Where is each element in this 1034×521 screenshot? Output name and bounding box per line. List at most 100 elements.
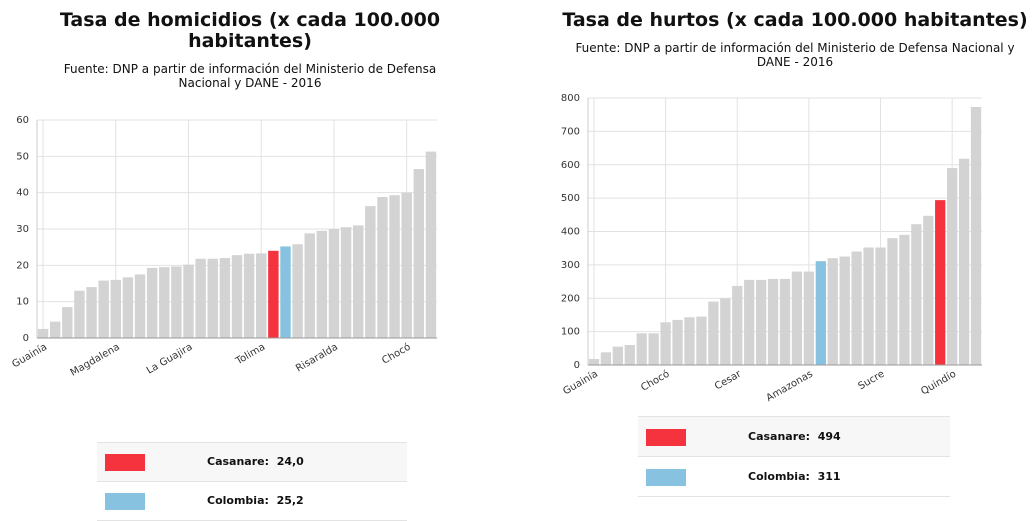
bar — [767, 278, 779, 365]
bar — [231, 255, 243, 338]
y-tick-label: 0 — [574, 360, 580, 371]
bar — [340, 227, 352, 338]
bar — [49, 321, 61, 338]
bar — [365, 206, 376, 338]
bar — [280, 246, 291, 338]
legend-row: Casanare: 494 — [638, 417, 950, 457]
chart-subtitle: Fuente: DNP a partir de información del … — [63, 62, 437, 90]
x-tick-label: Quindío — [919, 368, 958, 398]
bar — [353, 225, 364, 338]
y-tick-label: 100 — [561, 327, 580, 338]
bar — [970, 107, 982, 365]
bar — [791, 271, 803, 365]
y-tick-label: 700 — [561, 126, 580, 137]
bar — [923, 215, 934, 365]
x-tick-label: La Guajira — [145, 342, 195, 377]
x-tick-label: Chocó — [639, 368, 672, 394]
bar — [207, 258, 218, 338]
bar — [958, 158, 970, 365]
bar — [779, 278, 791, 365]
legend-swatch — [105, 454, 145, 471]
chart-title: Tasa de homicidios (x cada 100.000 habit… — [59, 9, 441, 52]
legend-text: Casanare: 24,0 — [207, 455, 304, 468]
bar — [839, 256, 850, 365]
bar — [171, 266, 182, 338]
legend-text: Casanare: 494 — [748, 430, 841, 443]
bar — [803, 271, 815, 365]
bar — [672, 319, 683, 365]
y-tick-label: 60 — [16, 115, 29, 126]
bar — [827, 258, 838, 365]
y-tick-label: 30 — [16, 224, 29, 235]
bar — [74, 290, 85, 338]
x-tick-label: Amazonas — [765, 369, 815, 404]
legend: Casanare: 24,0 Colombia: 25,2 — [97, 442, 407, 521]
legend-name: Colombia: — [748, 469, 810, 483]
legend-value: 494 — [817, 429, 841, 443]
legend: Casanare: 494 Colombia: 311 — [638, 416, 950, 497]
bar — [588, 358, 600, 365]
legend-row: Colombia: 311 — [638, 457, 950, 497]
bar — [732, 285, 743, 365]
charts: 0 10 20 30 40 50 60 Guainía Magdalena La Guajira T… — [10, 93, 982, 404]
legend-value: 311 — [817, 469, 841, 483]
y-tick-label: 20 — [16, 260, 29, 271]
bar — [684, 317, 695, 365]
legend-value: 25,2 — [276, 494, 304, 507]
page: 0 10 20 30 40 50 60 Guainía Magdalena La Guajira T… — [9, 9, 1028, 521]
y-tick-label: 40 — [16, 188, 29, 199]
bar — [636, 333, 647, 365]
x-tick-label: Risaralda — [294, 342, 340, 375]
bar — [815, 261, 826, 365]
bar — [292, 244, 303, 338]
bar — [328, 229, 340, 338]
bar — [268, 250, 279, 338]
bar — [648, 333, 659, 365]
bar — [183, 264, 194, 338]
y-tick-label: 800 — [561, 93, 580, 104]
chart-title: Tasa de hurtos (x cada 100.000 habitante… — [562, 9, 1028, 31]
bar — [195, 258, 206, 338]
x-tick-label: Magdalena — [69, 342, 122, 379]
y-tick-label: 600 — [561, 160, 580, 171]
bar — [159, 267, 170, 338]
bar — [316, 230, 328, 338]
bar — [875, 247, 886, 365]
bar — [219, 258, 231, 338]
bar — [86, 287, 97, 338]
bar — [304, 233, 315, 338]
bar — [600, 352, 612, 365]
x-tick-label: Tolima — [233, 342, 267, 368]
legend-swatch — [646, 468, 686, 486]
bar — [851, 251, 862, 365]
bar — [708, 301, 719, 365]
bar — [377, 197, 388, 338]
legend-row: Casanare: 24,0 — [97, 443, 407, 482]
bar — [935, 200, 946, 365]
bar — [947, 168, 958, 365]
bar — [413, 169, 425, 338]
bar — [863, 247, 874, 365]
bar — [37, 328, 49, 338]
bar — [624, 344, 635, 365]
bar — [744, 279, 755, 365]
bar — [755, 279, 767, 365]
bar — [389, 195, 400, 338]
chart-subtitle: Fuente: DNP a partir de información del … — [575, 41, 1015, 69]
x-tick-label: Cesar — [713, 368, 744, 392]
bar — [425, 151, 437, 338]
legend-text: Colombia: 311 — [748, 470, 841, 483]
x-tick-label: Chocó — [380, 341, 413, 367]
bar — [720, 298, 731, 365]
y-tick-label: 300 — [561, 260, 580, 271]
bar — [256, 253, 267, 338]
legend-value: 24,0 — [276, 455, 304, 468]
bar — [660, 322, 671, 365]
bar — [146, 267, 158, 338]
x-tick-label: Guainía — [10, 341, 49, 371]
bar — [98, 280, 109, 338]
legend-swatch — [646, 428, 686, 446]
bar — [134, 274, 146, 338]
x-tick-label: Sucre — [857, 369, 887, 393]
y-tick-label: 500 — [561, 193, 580, 204]
